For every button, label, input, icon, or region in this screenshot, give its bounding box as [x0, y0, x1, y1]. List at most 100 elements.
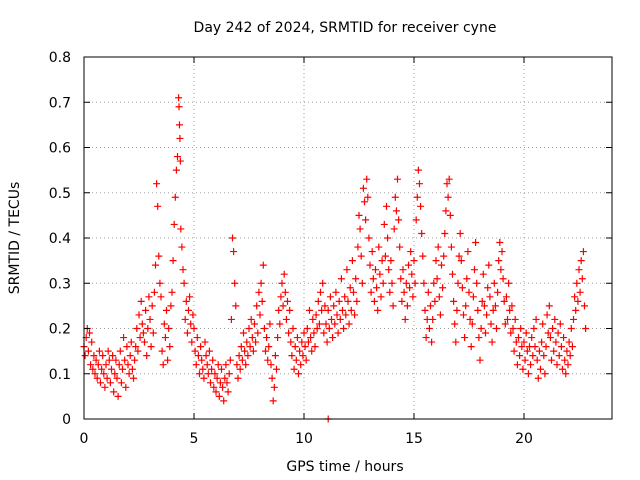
data-point	[106, 379, 114, 387]
data-point	[198, 356, 206, 364]
data-point	[491, 302, 499, 310]
data-point	[570, 315, 577, 323]
data-point	[142, 306, 150, 314]
data-point	[354, 243, 362, 251]
data-point	[264, 356, 272, 364]
data-point	[561, 356, 569, 364]
data-point	[132, 343, 140, 351]
data-point	[553, 361, 561, 369]
data-point	[315, 320, 323, 328]
data-point	[433, 275, 441, 283]
y-tick-label: 0.1	[49, 367, 71, 383]
data-point	[252, 338, 260, 346]
data-point	[331, 320, 339, 328]
data-point	[165, 325, 173, 332]
data-point	[320, 329, 328, 337]
data-point	[552, 338, 560, 346]
data-point	[414, 166, 422, 174]
y-tick-labels: 0 0.1 0.2 0.3 0.4 0.5 0.6 0.7 0.8	[49, 50, 71, 428]
data-point	[323, 338, 331, 346]
data-point	[551, 315, 559, 323]
data-point	[456, 229, 464, 237]
data-point	[113, 374, 121, 382]
data-point	[442, 207, 450, 215]
data-point	[178, 243, 186, 251]
data-point	[411, 279, 419, 287]
data-point	[468, 320, 476, 328]
data-point	[334, 329, 342, 337]
axis-ticks	[83, 56, 612, 420]
data-point	[523, 347, 531, 355]
data-point	[352, 275, 360, 283]
data-point	[340, 325, 348, 332]
data-point	[372, 266, 379, 274]
data-point	[210, 383, 218, 391]
data-point	[159, 361, 167, 369]
data-point	[406, 284, 414, 292]
data-point	[424, 288, 432, 296]
chart-title: Day 242 of 2024, SRMTID for receiver cyn…	[194, 20, 497, 36]
data-point	[416, 180, 423, 188]
data-point	[135, 311, 143, 319]
data-point	[216, 379, 224, 387]
data-point	[450, 297, 458, 305]
data-point	[214, 361, 222, 369]
data-point	[182, 297, 190, 305]
data-point	[529, 352, 537, 360]
data-point	[534, 374, 542, 382]
data-point	[381, 252, 389, 260]
data-point	[211, 370, 219, 378]
data-point	[505, 279, 513, 287]
data-point	[556, 320, 564, 328]
data-point	[213, 374, 221, 382]
y-axis-label: SRMTID / TECUs	[7, 182, 23, 295]
data-point	[449, 270, 456, 278]
data-point	[353, 297, 361, 305]
data-point	[123, 343, 131, 351]
x-tick-label: 20	[515, 431, 533, 447]
data-point	[86, 329, 93, 337]
data-point	[350, 288, 357, 296]
data-point	[163, 306, 170, 314]
data-point	[136, 334, 144, 342]
data-point	[521, 356, 529, 364]
data-point	[462, 302, 470, 310]
data-point	[418, 229, 426, 237]
data-point	[139, 329, 147, 337]
data-point	[310, 329, 318, 337]
data-point	[97, 379, 104, 387]
data-point	[319, 279, 327, 287]
data-point	[560, 334, 568, 342]
data-point	[160, 320, 168, 328]
data-point	[530, 325, 538, 332]
data-point	[205, 347, 213, 355]
data-point	[279, 302, 287, 310]
data-point	[467, 343, 475, 351]
data-point	[219, 383, 227, 391]
data-point	[390, 225, 398, 233]
y-tick-label: 0.5	[49, 186, 71, 202]
data-point	[384, 234, 392, 242]
data-point	[403, 302, 411, 310]
data-point	[247, 315, 255, 323]
data-point	[474, 306, 482, 314]
data-point	[190, 325, 198, 332]
data-point	[517, 325, 525, 332]
data-point	[223, 379, 231, 387]
data-point	[419, 252, 427, 260]
data-point	[454, 279, 462, 287]
data-point	[137, 297, 145, 305]
data-point	[161, 334, 169, 342]
data-point	[522, 329, 530, 337]
data-point	[546, 334, 554, 342]
data-point	[321, 302, 329, 310]
data-point	[185, 306, 192, 314]
data-point	[117, 379, 125, 387]
data-point	[230, 248, 238, 256]
data-point	[365, 234, 373, 242]
data-point	[242, 361, 250, 369]
data-point	[420, 279, 428, 287]
data-point	[394, 175, 401, 183]
data-point	[255, 288, 263, 296]
data-point	[452, 338, 460, 346]
